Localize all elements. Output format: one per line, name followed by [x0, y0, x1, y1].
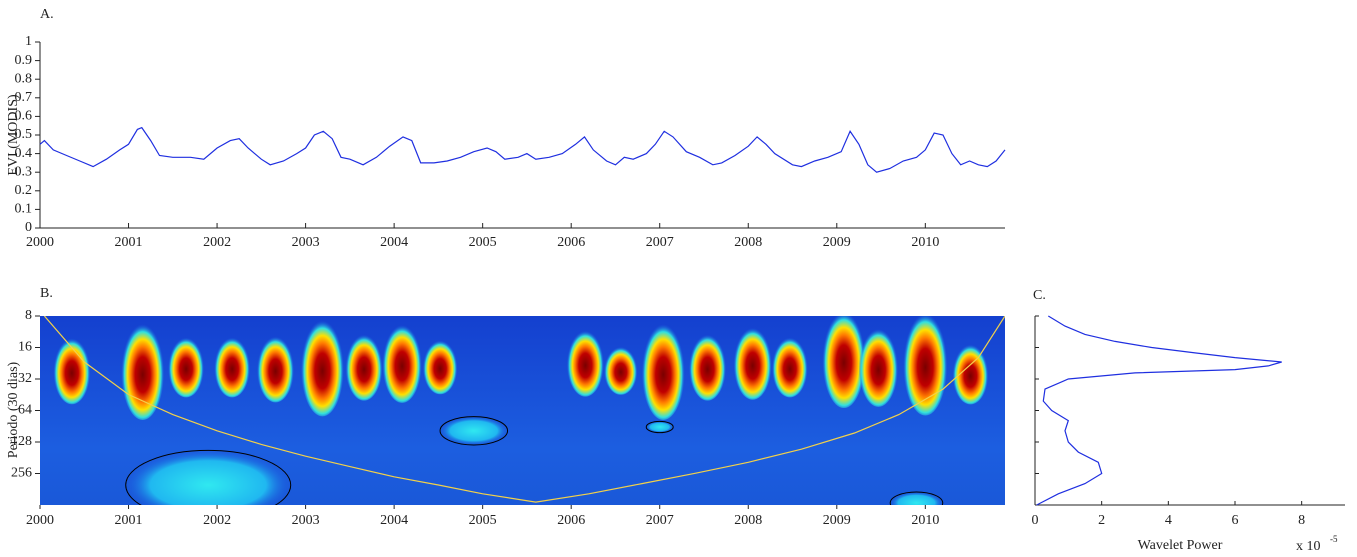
- power-peak: [256, 333, 295, 403]
- x-tick-label: 2007: [646, 235, 674, 250]
- y-tick-label: 0.8: [15, 71, 33, 86]
- y-tick-label: 64: [18, 403, 32, 418]
- x-tick-label: 8: [1298, 513, 1305, 528]
- x-tick-label: 2000: [26, 513, 54, 528]
- x-tick-label: 2004: [380, 235, 408, 250]
- y-tick-label: 1: [25, 34, 32, 49]
- y-tick-label: 8: [25, 308, 32, 323]
- multiplier-exponent: -5: [1330, 534, 1338, 544]
- y-tick-label: 0.4: [15, 146, 33, 161]
- y-tick-label: 32: [18, 371, 32, 386]
- y-tick-label: 0: [25, 220, 32, 235]
- power-peak: [168, 334, 205, 398]
- power-peak: [952, 341, 989, 405]
- panel-title: B.: [40, 286, 53, 301]
- x-tick-label: 2006: [557, 235, 585, 250]
- y-tick-label: 0.7: [15, 90, 33, 105]
- x-tick-label: 2001: [115, 513, 143, 528]
- power-profile: [1036, 315, 1282, 506]
- x-tick-label: 2000: [26, 235, 54, 250]
- x-axis-label: Wavelet Power: [1138, 538, 1223, 553]
- x-tick-label: 2009: [823, 235, 851, 250]
- x-tick-label: 2003: [292, 235, 320, 250]
- power-peak: [688, 331, 727, 401]
- x-tick-label: 2007: [646, 513, 674, 528]
- low-frequency-region: [645, 420, 674, 434]
- y-tick-label: 128: [11, 434, 32, 449]
- y-tick-label: 0.6: [15, 109, 33, 124]
- power-peak: [822, 316, 866, 409]
- x-tick-label: 2010: [911, 513, 939, 528]
- power-peak: [603, 344, 638, 395]
- x-tick-label: 2002: [203, 235, 231, 250]
- evi-line: [39, 126, 1006, 173]
- x-tick-label: 2008: [734, 235, 762, 250]
- x-tick-label: 2005: [469, 235, 497, 250]
- power-peak: [566, 327, 604, 397]
- x-tick-label: 2001: [115, 235, 143, 250]
- power-peak: [214, 334, 251, 398]
- y-tick-label: 256: [11, 466, 32, 481]
- x-tick-label: 2002: [203, 513, 231, 528]
- y-tick-label: 0.9: [15, 53, 33, 68]
- x-tick-label: 2008: [734, 513, 762, 528]
- power-peak: [121, 319, 165, 420]
- low-frequency-region: [125, 449, 292, 505]
- x-tick-label: 2005: [469, 513, 497, 528]
- power-peak: [903, 316, 948, 416]
- x-tick-label: 6: [1232, 513, 1239, 528]
- power-peak: [733, 324, 772, 400]
- y-tick-label: 0.2: [15, 183, 33, 198]
- x-tick-label: 2006: [557, 513, 585, 528]
- y-tick-label: 0.5: [15, 127, 33, 142]
- x-tick-label: 2010: [911, 235, 939, 250]
- power-peak: [858, 324, 899, 407]
- y-tick-label: 0.1: [15, 202, 33, 217]
- x-tick-label: 2003: [292, 513, 320, 528]
- multiplier: x 10: [1296, 539, 1321, 554]
- y-axis-label: Periodo (30 dias): [6, 361, 21, 458]
- y-axis-label: EVI (MODIS): [6, 94, 21, 176]
- wavelet-plot: [43, 316, 1005, 505]
- power-peak: [771, 334, 808, 398]
- panel-title: A.: [40, 7, 54, 22]
- power-peak: [641, 319, 685, 420]
- x-tick-label: 2: [1098, 513, 1105, 528]
- power-peak: [382, 321, 422, 403]
- power-peak: [345, 331, 383, 401]
- x-tick-label: 2009: [823, 513, 851, 528]
- x-tick-label: 0: [1032, 513, 1039, 528]
- cone-of-influence: [43, 316, 1005, 503]
- power-peak: [53, 334, 91, 405]
- panel-title: C.: [1033, 288, 1046, 303]
- x-tick-label: 4: [1165, 513, 1172, 528]
- low-frequency-region: [889, 491, 944, 505]
- low-frequency-region: [439, 416, 509, 446]
- power-peak: [300, 316, 345, 417]
- x-tick-label: 2004: [380, 513, 408, 528]
- y-tick-label: 16: [18, 340, 32, 355]
- y-tick-label: 0.3: [15, 164, 33, 179]
- power-peak: [422, 337, 458, 395]
